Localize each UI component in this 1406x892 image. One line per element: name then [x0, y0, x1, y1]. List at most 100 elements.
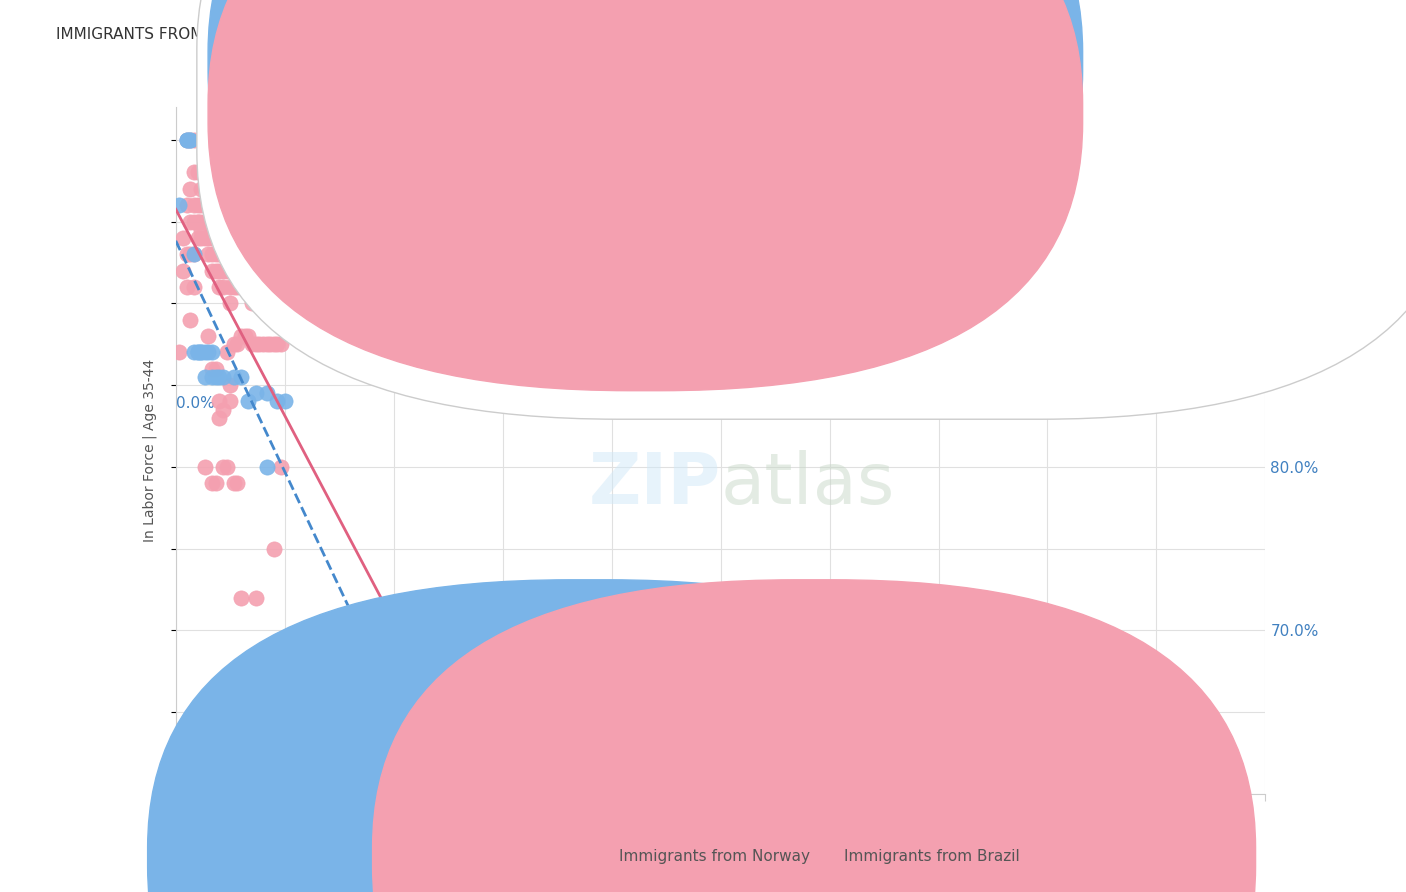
Point [190, 345, 212, 359]
Point [247, 337, 270, 351]
Point [212, 247, 235, 261]
Point [215, 263, 238, 277]
Text: Immigrants from Norway: Immigrants from Norway [619, 849, 810, 863]
Point [256, 337, 278, 351]
Point [186, 214, 209, 228]
Point [222, 337, 245, 351]
Point [219, 296, 242, 310]
Point [238, 280, 260, 294]
Point [176, 280, 198, 294]
Point [204, 263, 226, 277]
Point [194, 198, 217, 212]
Point [226, 476, 249, 491]
Point [197, 231, 219, 245]
Point [179, 133, 201, 147]
Point [240, 296, 263, 310]
Point [186, 165, 209, 179]
Point [245, 337, 267, 351]
Point [176, 133, 198, 147]
Point [219, 378, 242, 392]
Point [201, 247, 224, 261]
Point [256, 386, 278, 401]
Text: 0.0%: 0.0% [176, 395, 215, 410]
Point [266, 394, 288, 409]
Point [186, 214, 209, 228]
Point [172, 263, 194, 277]
Point [222, 369, 245, 384]
Point [194, 459, 217, 474]
Point [179, 312, 201, 326]
Point [208, 263, 231, 277]
Point [266, 296, 288, 310]
Point [259, 296, 281, 310]
Point [259, 337, 281, 351]
Point [179, 214, 201, 228]
Point [176, 247, 198, 261]
Point [190, 214, 212, 228]
Point [233, 705, 256, 719]
Point [208, 231, 231, 245]
Point [226, 263, 249, 277]
Point [208, 394, 231, 409]
Point [219, 394, 242, 409]
Point [204, 214, 226, 228]
Point [233, 329, 256, 343]
Point [226, 280, 249, 294]
Point [219, 280, 242, 294]
Point [212, 263, 235, 277]
Point [208, 280, 231, 294]
Point [194, 231, 217, 245]
Point [186, 345, 209, 359]
Point [222, 280, 245, 294]
Point [256, 280, 278, 294]
Point [212, 280, 235, 294]
Point [179, 133, 201, 147]
Point [190, 165, 212, 179]
Point [252, 337, 274, 351]
Point [274, 394, 297, 409]
Point [231, 263, 253, 277]
Point [270, 337, 292, 351]
Text: 27: 27 [827, 62, 851, 80]
Point [219, 247, 242, 261]
Point [186, 198, 209, 212]
Point [201, 361, 224, 376]
Point [197, 214, 219, 228]
Text: ZIP: ZIP [588, 450, 721, 519]
Point [240, 337, 263, 351]
Point [231, 591, 253, 605]
Point [215, 459, 238, 474]
Point [212, 402, 235, 417]
Point [183, 247, 205, 261]
Y-axis label: In Labor Force | Age 35-44: In Labor Force | Age 35-44 [142, 359, 157, 542]
Text: 0.013: 0.013 [710, 62, 762, 80]
Point [183, 345, 205, 359]
Point [208, 410, 231, 425]
Point [183, 247, 205, 261]
Point [204, 231, 226, 245]
Point [197, 247, 219, 261]
Point [212, 459, 235, 474]
Point [266, 337, 288, 351]
Point [222, 263, 245, 277]
Point [194, 369, 217, 384]
Point [183, 133, 205, 147]
Point [247, 296, 270, 310]
Point [190, 198, 212, 212]
Text: IMMIGRANTS FROM NORWAY VS IMMIGRANTS FROM BRAZIL IN LABOR FORCE | AGE 35-44 CORR: IMMIGRANTS FROM NORWAY VS IMMIGRANTS FRO… [56, 27, 910, 43]
Point [186, 345, 209, 359]
Text: R =: R = [668, 62, 704, 80]
Point [215, 345, 238, 359]
Point [190, 182, 212, 196]
Point [172, 231, 194, 245]
Text: R =: R = [668, 114, 704, 132]
Point [256, 459, 278, 474]
Point [204, 369, 226, 384]
Point [215, 247, 238, 261]
Point [201, 198, 224, 212]
Text: N =: N = [780, 114, 811, 132]
Point [186, 231, 209, 245]
Point [245, 296, 267, 310]
Point [231, 280, 253, 294]
Text: 0.222: 0.222 [710, 114, 763, 132]
